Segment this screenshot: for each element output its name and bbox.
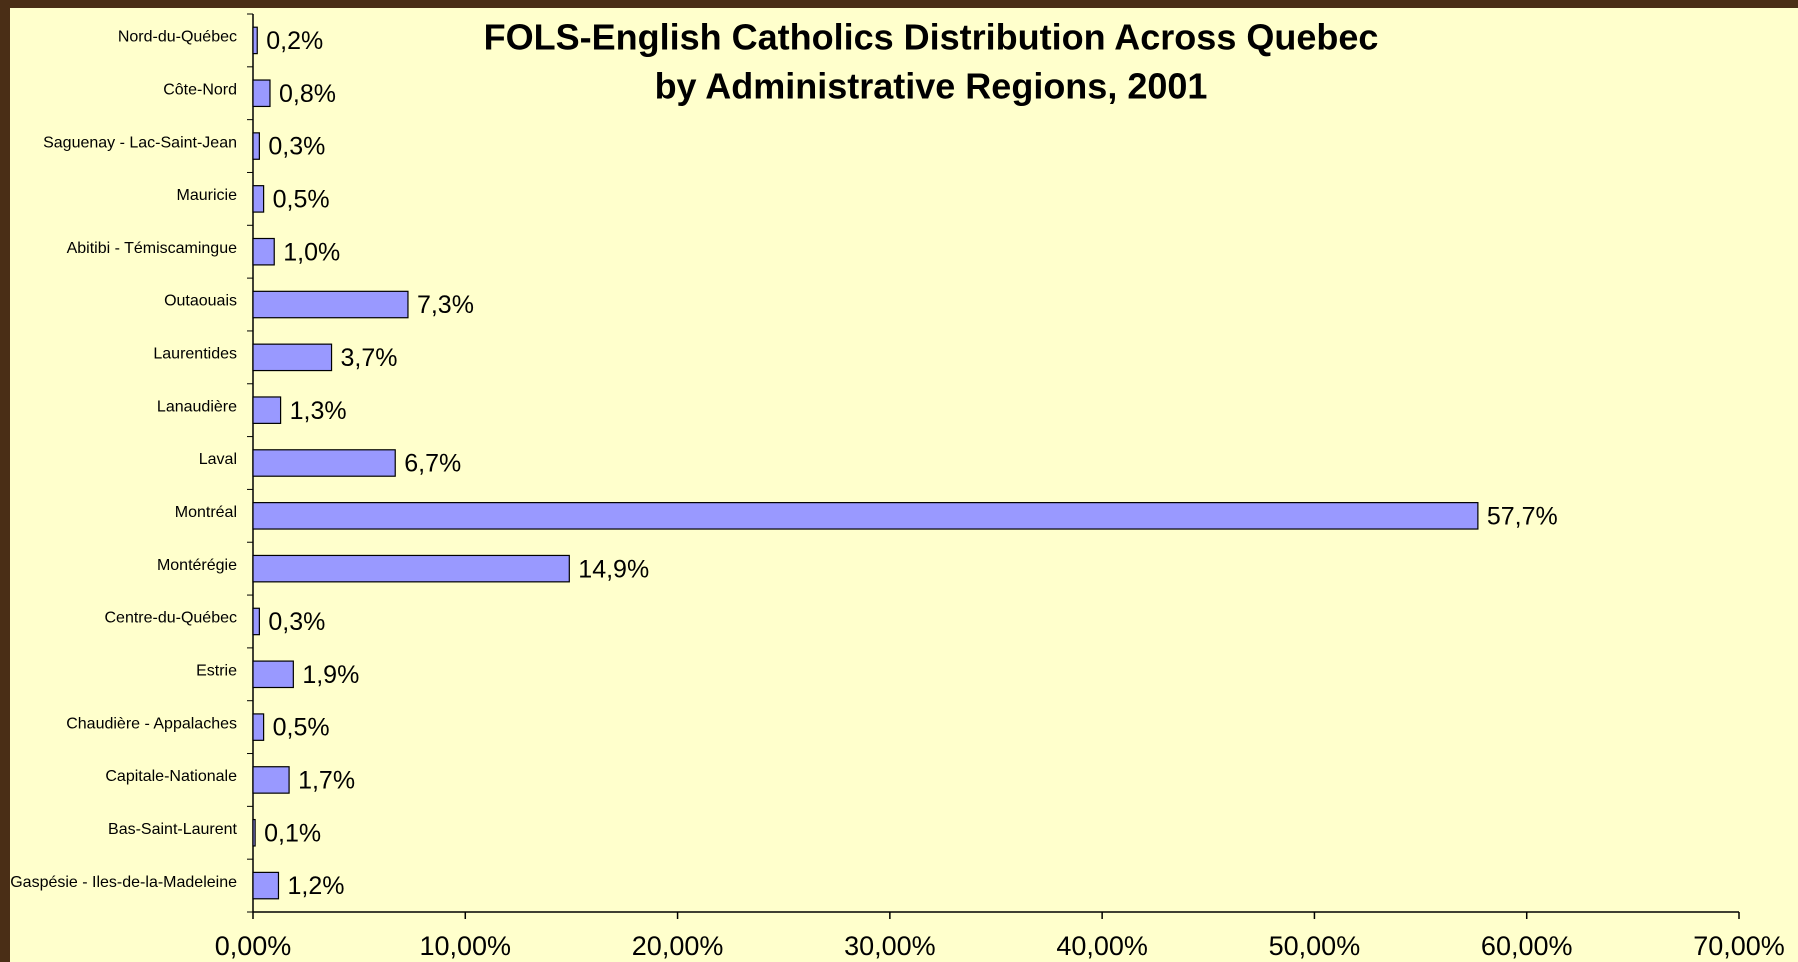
x-tick-label: 20,00% — [632, 931, 724, 961]
bar — [252, 237, 275, 266]
y-tick-label: Lanaudière — [157, 398, 237, 415]
x-tick-label: 40,00% — [1056, 931, 1148, 961]
x-tick-label: 10,00% — [419, 931, 511, 961]
value-label: 0,2% — [266, 27, 323, 55]
value-label: 3,7% — [341, 344, 398, 372]
value-label: 1,7% — [298, 767, 355, 795]
value-label: 1,2% — [287, 872, 344, 900]
y-tick-label: Saguenay - Lac-Saint-Jean — [43, 134, 237, 151]
y-tick-label: Chaudière - Appalaches — [66, 715, 237, 732]
value-label: 7,3% — [417, 291, 474, 319]
y-tick-label: Montréal — [175, 504, 237, 521]
value-label: 1,9% — [302, 661, 359, 689]
y-tick-label: Capitale-Nationale — [105, 768, 237, 785]
x-tick-label: 30,00% — [844, 931, 936, 961]
chart-subtitle: by Administrative Regions, 2001 — [655, 66, 1208, 107]
value-label: 6,7% — [404, 450, 461, 478]
y-tick-label: Mauricie — [177, 187, 238, 204]
x-tick-label: 50,00% — [1269, 931, 1361, 961]
bar — [252, 79, 271, 108]
y-tick-label: Montérégie — [157, 557, 237, 574]
value-label: 0,5% — [273, 714, 330, 742]
chart-background — [10, 8, 1798, 962]
bar — [252, 396, 282, 424]
value-label: 0,1% — [264, 819, 321, 847]
bar — [252, 343, 333, 372]
y-tick-label: Estrie — [196, 663, 237, 680]
x-tick-label: 0,00% — [215, 931, 292, 961]
y-tick-label: Outaouais — [164, 293, 237, 310]
value-label: 0,3% — [268, 133, 325, 161]
value-label: 1,3% — [290, 397, 347, 425]
x-tick-label: 60,00% — [1481, 931, 1573, 961]
x-tick-label: 70,00% — [1693, 931, 1785, 961]
chart-title: FOLS-English Catholics Distribution Acro… — [484, 17, 1379, 58]
bar — [252, 290, 409, 319]
y-tick-label: Bas-Saint-Laurent — [108, 821, 238, 838]
y-tick-label: Centre-du-Québec — [104, 610, 237, 627]
bar — [252, 713, 265, 741]
value-label: 14,9% — [578, 555, 649, 583]
bar — [252, 449, 396, 477]
y-tick-label: Laurentides — [153, 346, 237, 363]
value-label: 1,0% — [283, 238, 340, 266]
value-label: 0,3% — [268, 608, 325, 636]
value-label: 0,5% — [273, 185, 330, 213]
bar — [252, 871, 280, 900]
y-tick-label: Abitibi - Témiscamingue — [67, 240, 238, 257]
bar — [252, 185, 265, 213]
y-tick-label: Nord-du-Québec — [118, 29, 237, 46]
bar — [252, 502, 1479, 530]
bar — [252, 554, 570, 583]
bar — [252, 26, 258, 55]
bar — [252, 766, 290, 794]
y-tick-label: Gaspésie - Iles-de-la-Madeleine — [10, 874, 237, 891]
bar — [252, 660, 294, 689]
y-tick-label: Laval — [199, 451, 237, 468]
y-tick-label: Côte-Nord — [163, 81, 237, 98]
bar — [252, 818, 256, 847]
bar — [252, 132, 260, 160]
value-label: 57,7% — [1487, 502, 1558, 530]
bar — [252, 607, 260, 636]
value-label: 0,8% — [279, 80, 336, 108]
